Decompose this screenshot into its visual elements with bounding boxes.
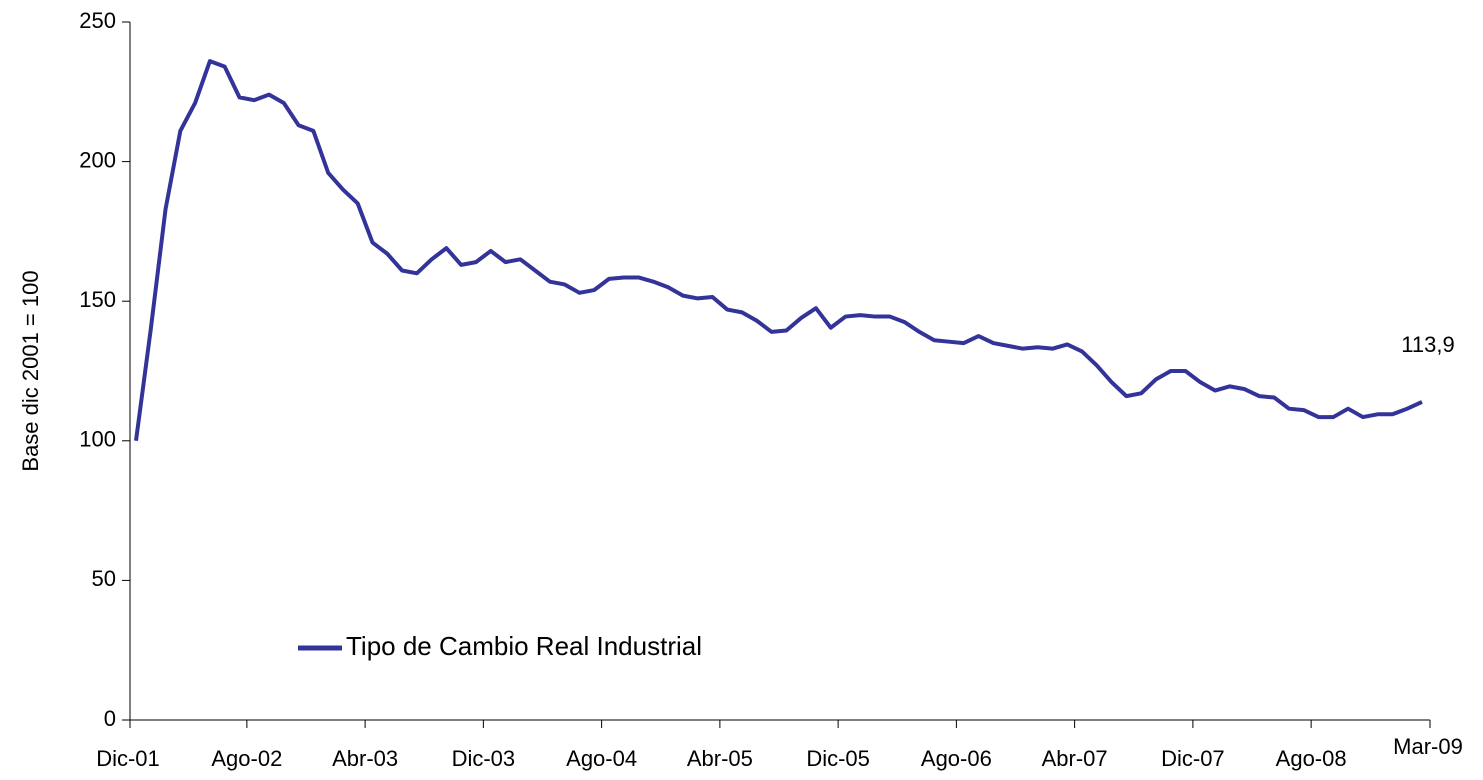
- y-tick-label: 150: [79, 287, 116, 312]
- x-tick-label: Abr-03: [332, 746, 398, 771]
- y-axis-label: Base dic 2001 = 100: [18, 270, 43, 471]
- x-tick-label: Abr-05: [687, 746, 753, 771]
- x-tick-label: Abr-07: [1042, 746, 1108, 771]
- y-tick-label: 0: [104, 706, 116, 731]
- x-tick-label: Ago-04: [566, 746, 637, 771]
- y-tick-label: 250: [79, 8, 116, 33]
- x-tick-label: Dic-05: [806, 746, 870, 771]
- x-tick-label: Dic-07: [1161, 746, 1225, 771]
- x-tick-label: Ago-06: [921, 746, 992, 771]
- data-label: 113,9: [1401, 332, 1454, 357]
- y-tick-label: 200: [79, 147, 116, 172]
- x-tick-label: Dic-03: [452, 746, 516, 771]
- legend-label: Tipo de Cambio Real Industrial: [346, 631, 702, 661]
- y-tick-label: 50: [92, 566, 116, 591]
- y-tick-label: 100: [79, 427, 116, 452]
- x-tick-label: Mar-09: [1393, 734, 1463, 759]
- x-tick-label: Dic-01: [96, 746, 160, 771]
- x-tick-label: Ago-08: [1276, 746, 1347, 771]
- data-line: [134, 59, 1423, 442]
- x-tick-label: Ago-02: [211, 746, 282, 771]
